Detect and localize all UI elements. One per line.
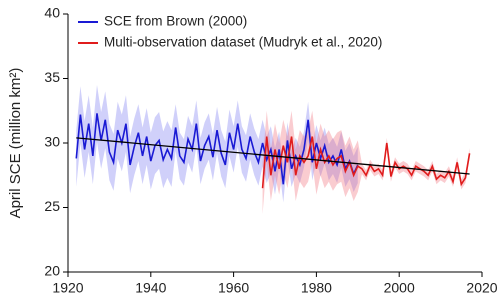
legend-label: SCE from Brown (2000) <box>104 14 247 29</box>
y-tick-label: 40 <box>44 5 60 21</box>
uncertainty-band <box>262 110 470 214</box>
y-tick-label: 30 <box>44 134 60 150</box>
series-line <box>75 113 359 185</box>
uncertainty-band <box>76 84 358 203</box>
x-tick-label: 1980 <box>301 280 332 296</box>
trend-line <box>76 137 470 175</box>
legend-label: Multi-observation dataset (Mudryk et al.… <box>104 35 382 50</box>
y-tick-label: 20 <box>44 263 60 279</box>
y-axis-label: April SCE (million km²) <box>7 68 24 219</box>
x-tick-label: 2000 <box>384 280 415 296</box>
x-tick-label: 1940 <box>135 280 166 296</box>
x-tick-label: 1920 <box>52 280 83 296</box>
series-line <box>261 136 471 189</box>
x-tick-label: 2020 <box>466 280 497 296</box>
x-tick-label: 1960 <box>218 280 249 296</box>
y-tick-label: 25 <box>44 198 60 214</box>
y-tick-label: 35 <box>44 69 60 85</box>
